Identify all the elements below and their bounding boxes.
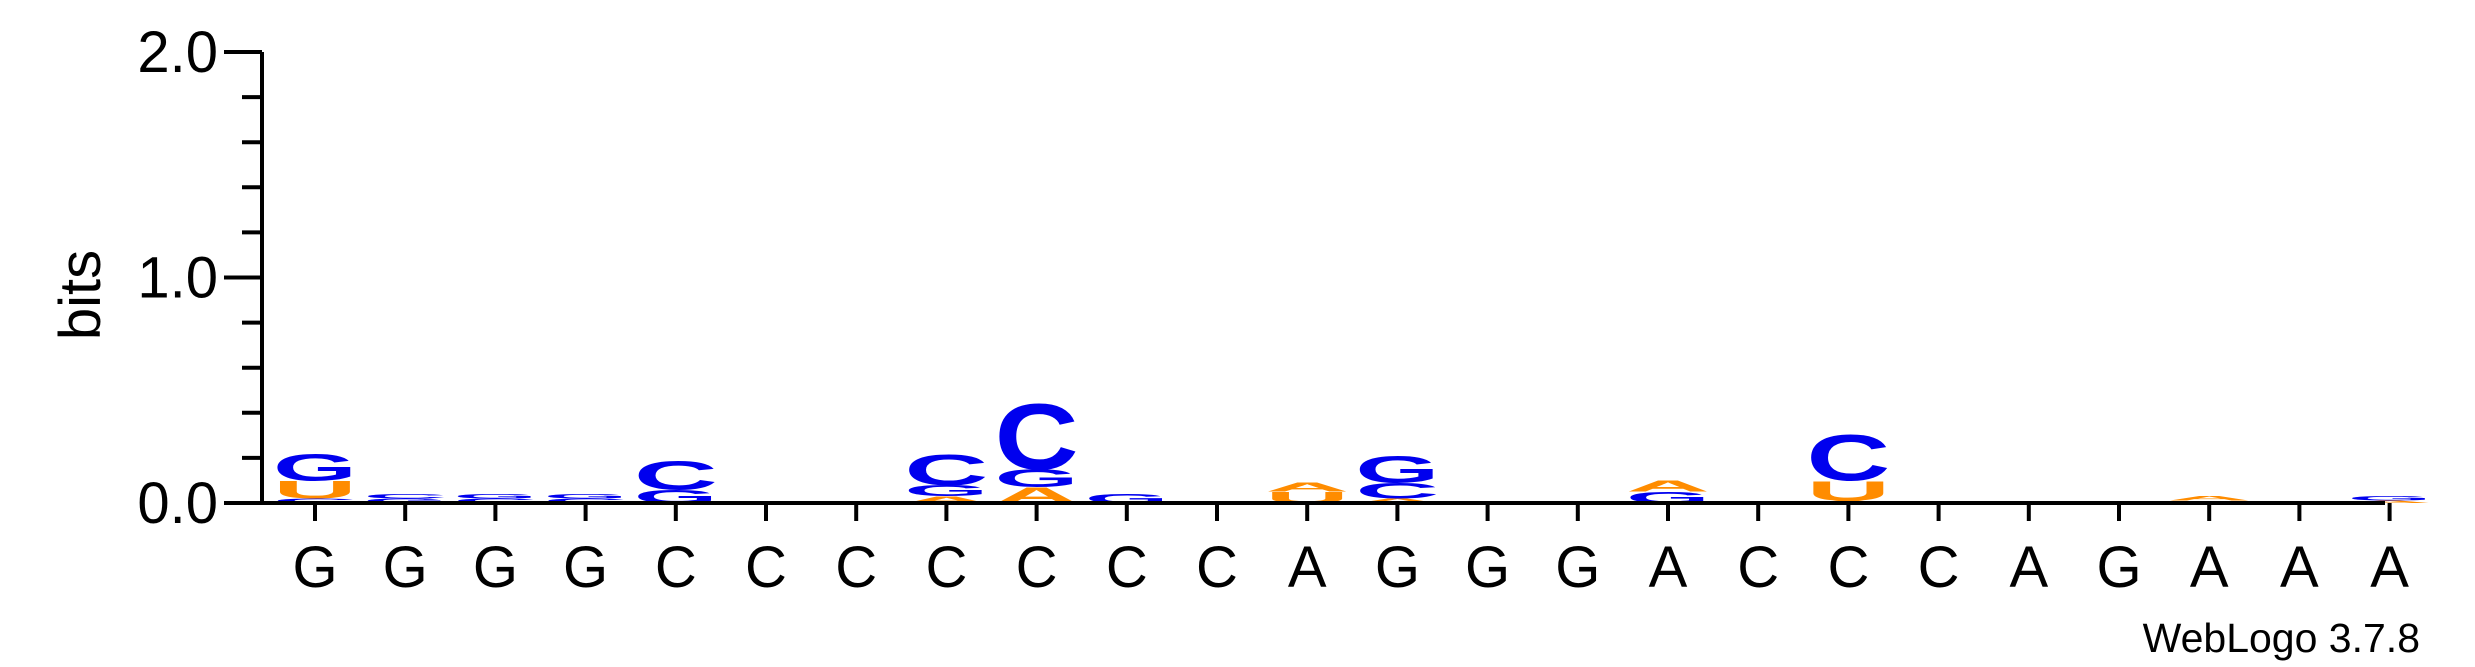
position-label: G bbox=[2096, 535, 2141, 600]
svg-text:A: A bbox=[1355, 497, 1439, 504]
y-tick-label: 1.0 bbox=[137, 246, 218, 311]
svg-text:C: C bbox=[273, 497, 357, 504]
svg-text:G: G bbox=[544, 493, 628, 500]
logo-letter-U: U bbox=[273, 476, 357, 504]
svg-text:A: A bbox=[1265, 480, 1349, 494]
logo-letter-A: A bbox=[1626, 478, 1710, 496]
svg-text:G: G bbox=[2348, 495, 2432, 502]
y-axis-label: bits bbox=[48, 250, 113, 340]
position-label: G bbox=[1555, 535, 1600, 600]
position-label: C bbox=[1016, 535, 1058, 600]
svg-text:C: C bbox=[995, 385, 1079, 490]
position-label: C bbox=[1737, 535, 1779, 600]
weblogo-credit: WebLogo 3.7.8 bbox=[2143, 615, 2420, 661]
position-label: G bbox=[1375, 535, 1420, 600]
logo-letter-C: C bbox=[1806, 421, 1890, 495]
position-label: A bbox=[2190, 535, 2229, 600]
svg-text:G: G bbox=[1355, 449, 1439, 491]
position-label: G bbox=[1465, 535, 1510, 600]
svg-text:C: C bbox=[363, 493, 447, 500]
position-label: C bbox=[835, 535, 877, 600]
logo-letter-G: G bbox=[995, 465, 1079, 493]
logo-letter-C: C bbox=[995, 385, 1079, 490]
position-label: A bbox=[2280, 535, 2319, 600]
position-label: A bbox=[2370, 535, 2409, 600]
svg-text:C: C bbox=[453, 497, 537, 504]
position-label: G bbox=[383, 535, 428, 600]
logo-letter-G: G bbox=[904, 482, 988, 499]
logo-letter-C: C bbox=[453, 497, 537, 504]
svg-text:C: C bbox=[544, 497, 628, 504]
svg-text:A: A bbox=[1626, 478, 1710, 496]
logo-letter-A: A bbox=[1355, 497, 1439, 504]
logo-letter-G: G bbox=[273, 447, 357, 489]
svg-text:C: C bbox=[634, 453, 718, 498]
logo-letter-G: G bbox=[363, 497, 447, 504]
position-label: C bbox=[1827, 535, 1869, 600]
position-label: G bbox=[292, 535, 337, 600]
svg-text:G: G bbox=[904, 482, 988, 499]
logo-letter-C: C bbox=[904, 445, 988, 494]
logo-letter-C: C bbox=[1355, 479, 1439, 504]
logo-letter-C: C bbox=[544, 497, 628, 504]
svg-text:C: C bbox=[1806, 421, 1890, 495]
position-label: C bbox=[1196, 535, 1238, 600]
svg-text:G: G bbox=[453, 493, 537, 500]
logo-letter-C: C bbox=[363, 493, 447, 500]
logo-letter-A: A bbox=[2348, 500, 2432, 503]
position-label: C bbox=[655, 535, 697, 600]
logo-letter-A: A bbox=[2167, 495, 2251, 502]
logo-letter-C: C bbox=[634, 453, 718, 498]
position-label: C bbox=[1918, 535, 1960, 600]
position-label: C bbox=[1106, 535, 1148, 600]
svg-text:A: A bbox=[904, 495, 988, 505]
position-label: A bbox=[2009, 535, 2048, 600]
svg-text:G: G bbox=[995, 465, 1079, 493]
svg-text:C: C bbox=[904, 445, 988, 494]
svg-text:A: A bbox=[2167, 495, 2251, 502]
position-label: C bbox=[745, 535, 787, 600]
y-tick-label: 0.0 bbox=[137, 471, 218, 536]
logo-letter-G: G bbox=[2348, 495, 2432, 502]
svg-text:G: G bbox=[273, 447, 357, 489]
svg-text:C: C bbox=[1355, 479, 1439, 504]
logo-glyphs: CUGGCCGCGGCCCAGCAGCGGUAACGGAAUCGAAG bbox=[273, 385, 2432, 508]
logo-letter-A: A bbox=[904, 495, 988, 505]
position-label: A bbox=[1288, 535, 1327, 600]
svg-text:U: U bbox=[273, 476, 357, 504]
position-label: C bbox=[925, 535, 967, 600]
logo-letter-G: G bbox=[1355, 449, 1439, 491]
svg-text:A: A bbox=[2348, 500, 2432, 503]
y-axis: 0.0 1.0 2.0 bbox=[137, 20, 264, 536]
position-label: G bbox=[473, 535, 518, 600]
logo-letter-G: G bbox=[544, 493, 628, 500]
svg-text:G: G bbox=[363, 497, 447, 504]
position-label: G bbox=[563, 535, 608, 600]
logo-letter-G: G bbox=[453, 493, 537, 500]
logo-letter-C: C bbox=[273, 497, 357, 504]
position-label: A bbox=[1649, 535, 1688, 600]
logo-letter-A: A bbox=[1265, 480, 1349, 494]
y-tick-label: 2.0 bbox=[137, 20, 218, 85]
